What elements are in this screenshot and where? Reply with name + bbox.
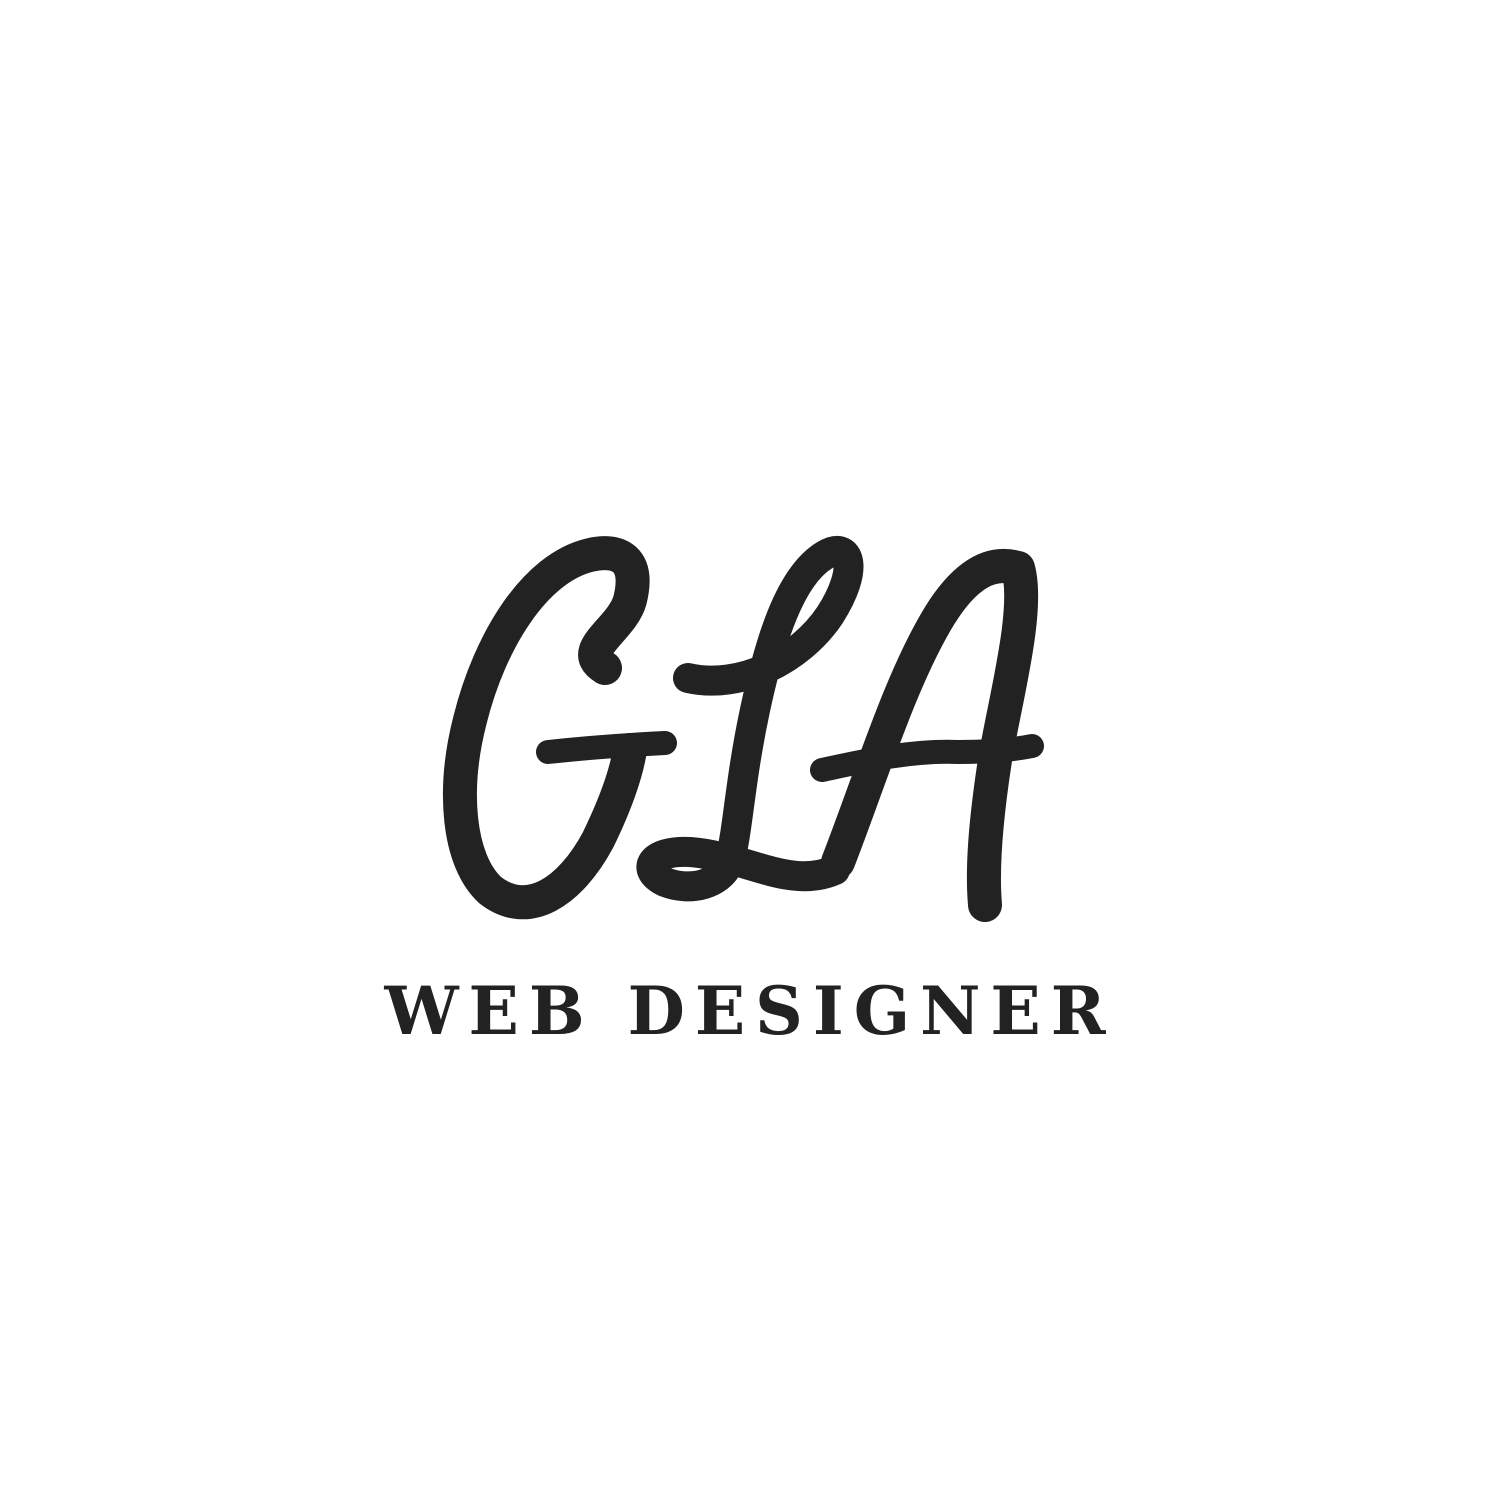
logo-tagline: WEB DESIGNER (384, 972, 1116, 1050)
monogram-letter-l (636, 536, 864, 902)
monogram-letter-g (442, 536, 677, 920)
monogram-letter-a (810, 548, 1044, 922)
